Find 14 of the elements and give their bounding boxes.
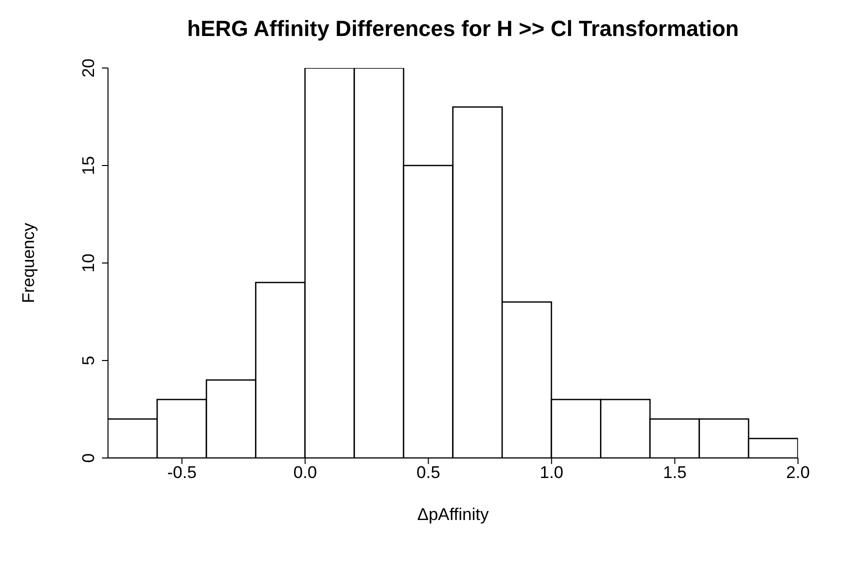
y-tick-label: 0 xyxy=(79,453,98,463)
x-tick-label: 1.0 xyxy=(540,463,564,482)
x-tick-label: -0.5 xyxy=(167,463,197,482)
x-tick-label: 0.0 xyxy=(293,463,317,482)
x-tick-label: 2.0 xyxy=(786,463,810,482)
y-tick-label: 20 xyxy=(79,58,98,78)
x-axis-title: ΔpAffinity xyxy=(417,505,490,524)
chart-title: hERG Affinity Differences for H >> Cl Transformation xyxy=(186,16,740,41)
y-tick-label: 15 xyxy=(79,156,98,175)
y-tick-label: 5 xyxy=(79,356,98,366)
x-tick-label: 0.5 xyxy=(416,463,440,482)
y-tick-label: 10 xyxy=(79,254,98,272)
y-axis-title: Frequency xyxy=(19,222,38,304)
x-tick-label: 1.5 xyxy=(662,463,687,482)
